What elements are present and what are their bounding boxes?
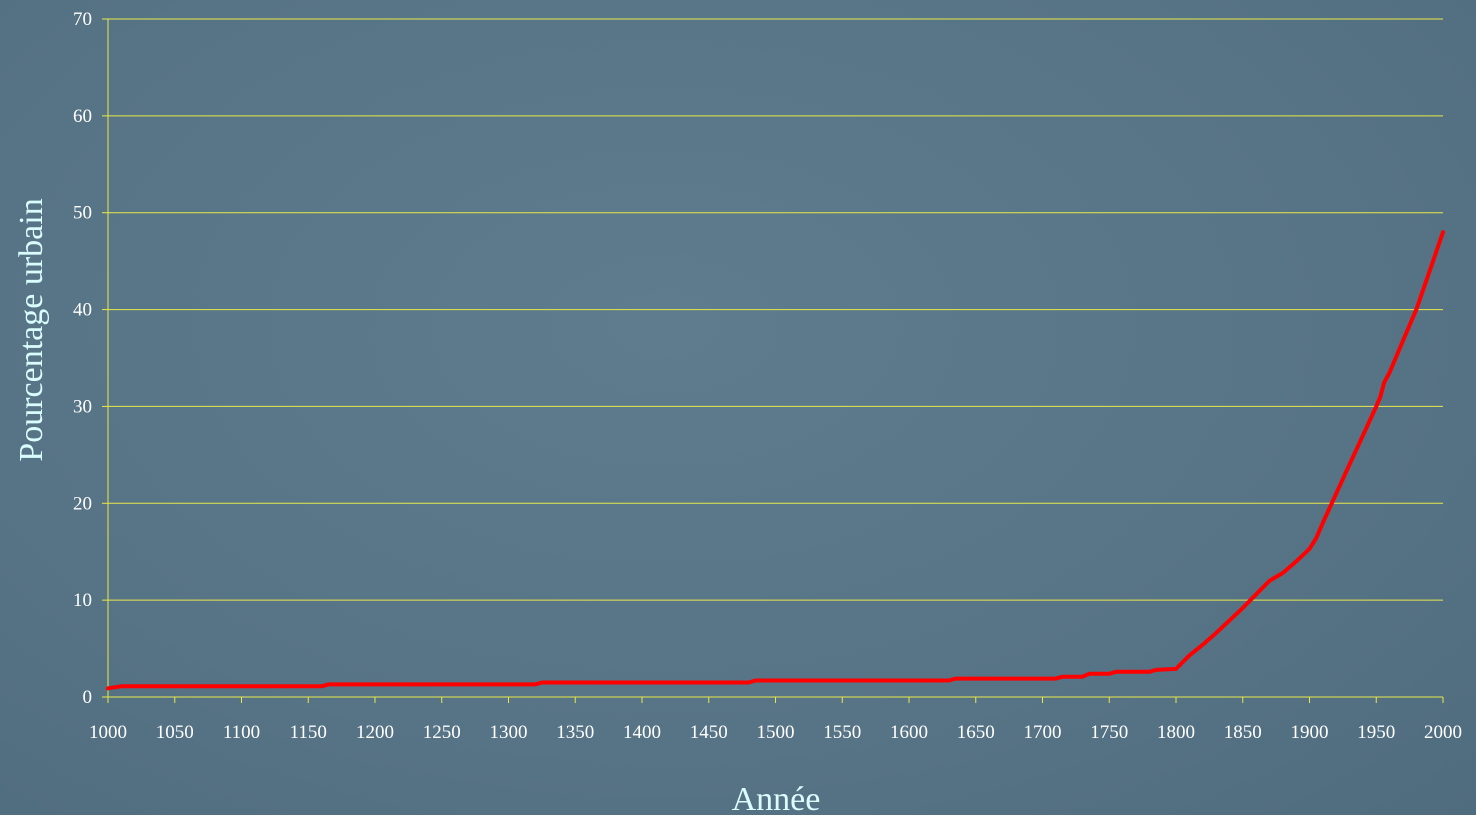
x-tick-label-1850: 1850 <box>1224 722 1262 743</box>
x-tick-label-1150: 1150 <box>290 722 327 743</box>
x-tick-label-1450: 1450 <box>690 722 728 743</box>
x-tick-label-1750: 1750 <box>1090 722 1128 743</box>
x-tick-label-2000: 2000 <box>1424 722 1462 743</box>
y-tick-label-20: 20 <box>73 493 92 514</box>
x-tick-label-1900: 1900 <box>1291 722 1329 743</box>
y-tick-label-30: 30 <box>73 396 92 417</box>
y-tick-label-60: 60 <box>73 106 92 127</box>
y-axis-title: Pourcentage urbain <box>13 198 50 461</box>
x-tick-label-1100: 1100 <box>223 722 260 743</box>
y-tick-label-10: 10 <box>73 590 92 611</box>
x-tick-label-1050: 1050 <box>156 722 194 743</box>
x-tick-label-1650: 1650 <box>957 722 995 743</box>
axes <box>107 19 1444 703</box>
x-tick-label-1250: 1250 <box>423 722 461 743</box>
tick-labels: 0 10 20 30 40 50 60 70 1000 1050 1100 1150 1200 1250 1… <box>73 9 1462 743</box>
x-tick-label-1500: 1500 <box>757 722 795 743</box>
series-layer <box>106 230 1445 691</box>
x-tick-label-1200: 1200 <box>356 722 394 743</box>
y-tick-label-70: 70 <box>73 9 92 30</box>
x-tick-label-1000: 1000 <box>89 722 127 743</box>
x-tick-label-1800: 1800 <box>1157 722 1195 743</box>
x-tick-label-1700: 1700 <box>1024 722 1062 743</box>
x-tick-label-1950: 1950 <box>1357 722 1395 743</box>
x-tick-label-1400: 1400 <box>623 722 661 743</box>
x-axis-title: Année <box>732 781 821 815</box>
x-tick-label-1600: 1600 <box>890 722 928 743</box>
y-tick-label-40: 40 <box>73 300 92 321</box>
y-tick-label-0: 0 <box>83 687 93 708</box>
x-tick-label-1300: 1300 <box>490 722 528 743</box>
x-tick-label-1350: 1350 <box>556 722 594 743</box>
gridlines <box>102 18 1443 698</box>
y-tick-label-50: 50 <box>73 203 92 224</box>
series-line-0 <box>106 230 1445 691</box>
x-tick-label-1550: 1550 <box>823 722 861 743</box>
